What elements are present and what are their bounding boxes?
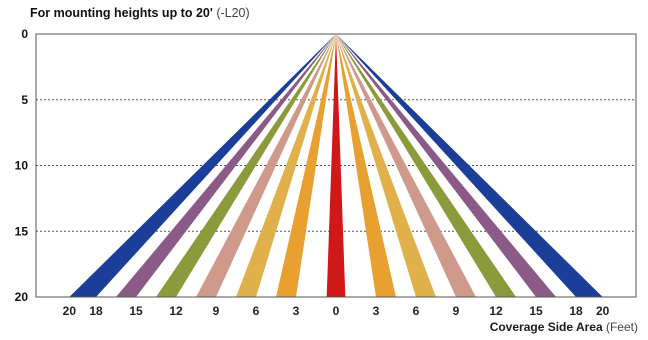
x-axis-ticks: 20 18 15 12 9 6 3 0 3 6 9 12 15 18 20 bbox=[63, 304, 610, 318]
x-axis-label-main: Coverage Side Area bbox=[489, 320, 603, 334]
beam-band-4-left bbox=[196, 34, 336, 297]
x-tick-label: 18 bbox=[569, 304, 583, 318]
beam-band-5-left bbox=[236, 34, 336, 297]
chart-title-suffix: (-L20) bbox=[216, 6, 250, 20]
y-axis-ticks: 0 5 10 15 20 bbox=[15, 27, 29, 304]
beam-band-3-right bbox=[336, 34, 516, 297]
y-tick-label: 20 bbox=[15, 290, 29, 304]
beam-band-1-left bbox=[69, 34, 336, 297]
x-tick-label: 6 bbox=[253, 304, 260, 318]
x-tick-label: 0 bbox=[333, 304, 340, 318]
x-tick-label: 20 bbox=[596, 304, 610, 318]
beam-band-6-right bbox=[336, 34, 396, 297]
x-tick-label: 15 bbox=[529, 304, 543, 318]
x-axis-label-unit: (Feet) bbox=[605, 320, 638, 334]
x-tick-label: 12 bbox=[489, 304, 503, 318]
x-tick-label: 3 bbox=[293, 304, 300, 318]
x-axis-label: Coverage Side Area (Feet) bbox=[490, 320, 638, 334]
y-tick-label: 15 bbox=[15, 224, 29, 238]
plot-frame bbox=[35, 33, 637, 298]
x-tick-label: 18 bbox=[89, 304, 103, 318]
x-tick-label: 15 bbox=[129, 304, 143, 318]
beam-band-3-left bbox=[156, 34, 336, 297]
y-tick-label: 10 bbox=[15, 159, 29, 173]
y-tick-label: 5 bbox=[21, 93, 28, 107]
beam-bands bbox=[69, 34, 603, 297]
y-tick-label: 0 bbox=[21, 27, 28, 41]
beam-band-5-right bbox=[336, 34, 436, 297]
x-tick-label: 9 bbox=[453, 304, 460, 318]
x-tick-label: 20 bbox=[63, 304, 77, 318]
beam-band-4-right bbox=[336, 34, 476, 297]
beam-band-1-right bbox=[336, 34, 603, 297]
beam-band-2-left bbox=[116, 34, 336, 297]
beam-band-6-left bbox=[276, 34, 336, 297]
chart-title: For mounting heights up to 20' (-L20) bbox=[30, 6, 250, 20]
chart-title-main: For mounting heights up to 20' bbox=[30, 6, 213, 20]
beam-band-2-right bbox=[336, 34, 556, 297]
x-tick-label: 3 bbox=[373, 304, 380, 318]
x-tick-label: 12 bbox=[169, 304, 183, 318]
x-tick-label: 9 bbox=[213, 304, 220, 318]
x-tick-label: 6 bbox=[413, 304, 420, 318]
beam-band-7-center bbox=[326, 34, 346, 297]
